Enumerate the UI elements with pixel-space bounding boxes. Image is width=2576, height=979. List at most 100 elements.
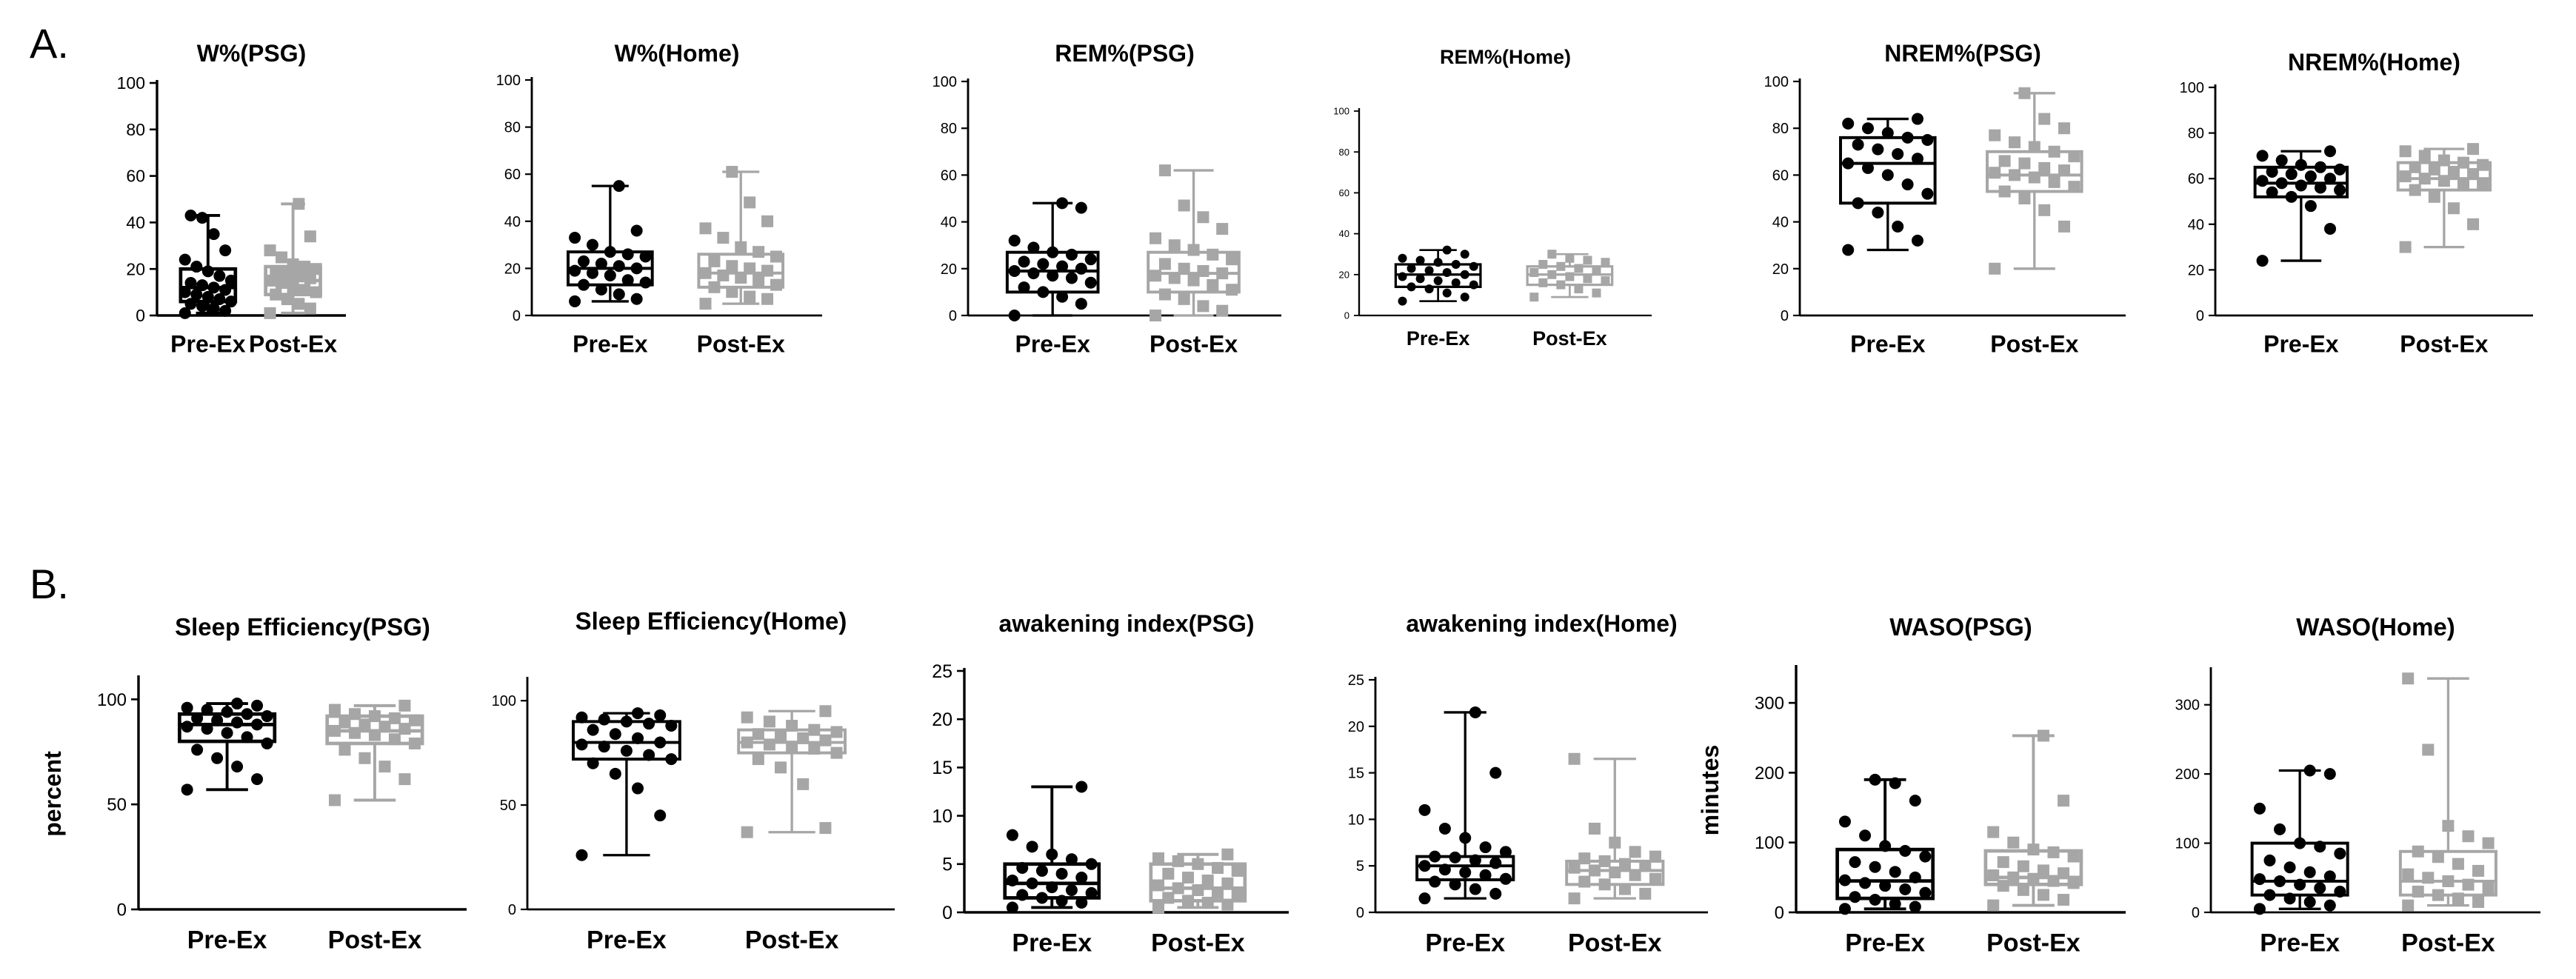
data-point [2324,222,2337,235]
data-point [2412,845,2424,858]
data-point [1601,276,1610,286]
data-point [201,723,213,735]
data-point [2442,875,2455,887]
data-point [2304,170,2317,183]
data-point [1178,262,1190,275]
data-point [1997,880,2009,892]
data-point [2018,87,2031,99]
category-label: Pre-Ex [2263,331,2339,358]
data-point [1158,258,1171,270]
data-point [224,274,237,287]
data-point [735,272,747,284]
data-point [1168,272,1181,284]
data-point [2275,177,2288,190]
data-point [1583,274,1592,284]
data-point [1438,863,1451,876]
data-point [1449,878,1461,891]
data-point [1216,223,1229,235]
data-point [2462,878,2475,891]
data-point [1899,845,1912,858]
data-point [178,307,191,319]
y-tick-label: 200 [1755,764,1784,783]
data-point [1460,250,1469,259]
data-point [2253,903,2266,915]
data-point [752,753,764,766]
data-point [665,753,678,766]
data-point [1998,185,2011,198]
data-point [181,701,193,714]
data-point [761,293,774,305]
data-point [304,272,316,284]
data-point [1231,864,1244,877]
data-point [1047,246,1059,258]
data-point [1872,143,1884,156]
data-point [1574,284,1584,294]
data-point [735,241,747,253]
data-point [264,307,276,319]
data-point [2432,851,2444,863]
data-point [1852,197,1864,210]
data-point [1187,274,1200,287]
y-tick-label: 40 [126,213,145,232]
data-point [578,255,590,267]
chart-title: WASO(Home) [2296,613,2455,641]
y-tick-label: 60 [1339,187,1349,198]
data-point [1415,255,1425,265]
data-point [251,773,264,786]
data-point [1162,892,1175,904]
data-point [699,222,712,235]
data-point [654,809,667,822]
data-point [1859,829,1872,842]
data-point [1449,851,1461,863]
y-tick-label: 60 [2188,171,2204,187]
data-point [1879,840,1892,852]
data-point [598,741,610,753]
data-point [2058,164,2070,177]
data-point [1529,268,1539,278]
y-axis-title: percent [39,751,66,837]
data-point [1075,896,1088,909]
category-label: Post-Ex [2401,929,2495,958]
data-point [2314,841,2326,853]
data-point [1901,131,1914,144]
data-point [1197,300,1209,313]
data-point [2027,843,2040,856]
y-tick-label: 40 [941,215,957,231]
data-point [2058,122,2070,135]
y-tick-label: 20 [2188,262,2204,278]
data-point [569,295,581,307]
y-tick-label: 60 [126,167,145,186]
data-point [2275,154,2288,167]
data-point [630,224,643,237]
data-point [1226,284,1238,296]
data-point [1469,883,1481,895]
y-tick-label: 200 [2175,766,2200,783]
category-label: Pre-Ex [2260,929,2340,958]
data-point [1192,858,1204,870]
box-post-ex [325,699,424,806]
data-point [408,737,421,749]
data-point [251,699,264,712]
data-point [1415,274,1425,284]
chart-title: Sleep Efficiency(Home) [575,607,847,635]
data-point [620,715,633,728]
data-point [1212,886,1224,899]
data-point [1588,864,1601,877]
data-point [1862,161,1875,174]
y-tick-label: 0 [2196,308,2204,324]
data-point [201,290,214,303]
y-tick-label: 0 [1344,310,1349,321]
y-tick-label: 5 [1356,858,1364,875]
y-axis-title: minutes [1697,745,1724,836]
data-point [595,258,607,270]
y-tick-label: 5 [942,855,952,875]
data-point [1998,155,2011,167]
data-point [293,270,305,282]
y-tick-label: 20 [1348,719,1364,735]
data-point [1075,201,1087,214]
data-point [1084,276,1097,289]
data-point [241,708,253,721]
data-point [1221,877,1234,889]
y-tick-label: 0 [942,903,952,923]
